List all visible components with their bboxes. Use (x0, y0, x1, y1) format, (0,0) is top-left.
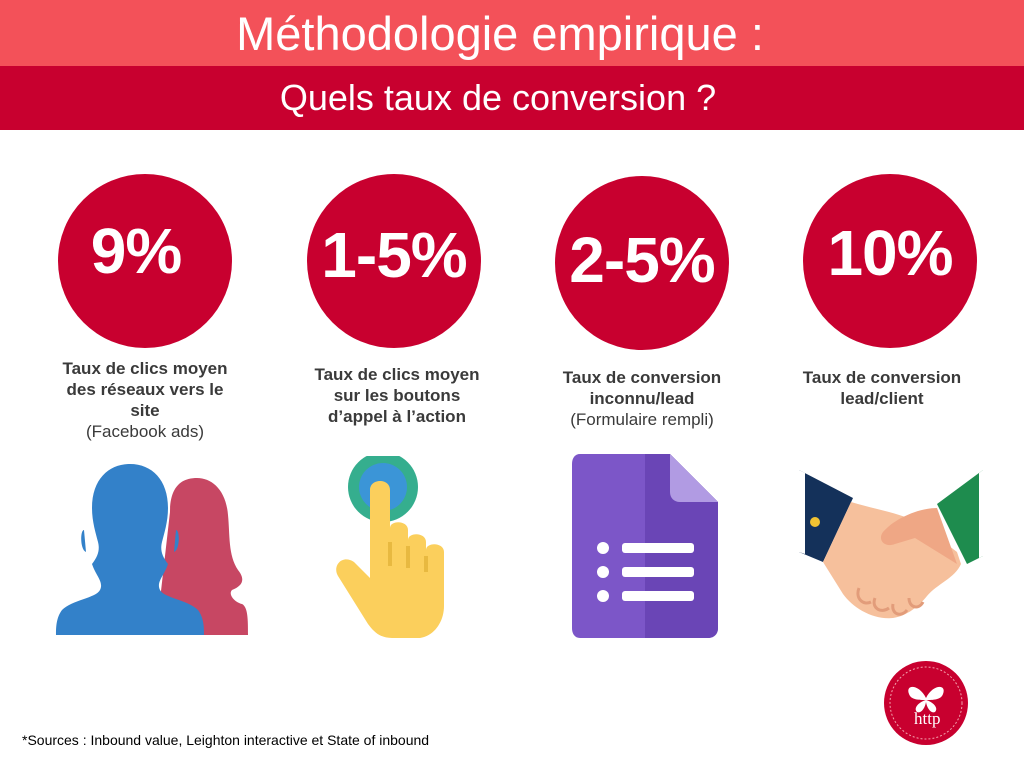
stat-caption-4: Taux de conversion lead/client (767, 367, 997, 409)
sources-footnote: *Sources : Inbound value, Leighton inter… (22, 732, 430, 748)
users-icon (56, 464, 248, 635)
stat-value-4: 10% (827, 217, 953, 289)
stat-value-1: 9% (90, 215, 182, 287)
stat-caption-text-3: Taux de conversion inconnu/lead (562, 368, 722, 408)
stat-caption-text-2: Taux de clics moyen sur les boutons d’ap… (314, 365, 480, 426)
stat-caption-text-4: Taux de conversion lead/client (802, 368, 962, 408)
stat-circle-2: 1-5% (307, 174, 481, 348)
handshake-icon (799, 470, 983, 619)
form-document-icon (572, 454, 718, 638)
stat-detail-1: (Facebook ads) (85, 422, 205, 441)
stat-caption-1: Taux de clics moyen des réseaux vers le … (30, 358, 260, 442)
stat-value-2: 1-5% (321, 219, 467, 291)
stat-caption-2: Taux de clics moyen sur les boutons d’ap… (282, 364, 512, 427)
stat-circle-4: 10% (803, 174, 977, 348)
stat-circle-3: 2-5% (555, 176, 729, 350)
logo-text: http (914, 709, 941, 728)
subheader-band (0, 66, 1024, 130)
stat-value-3: 2-5% (569, 224, 715, 296)
stat-circle-1: 9% (58, 174, 232, 348)
header-band (0, 0, 1024, 66)
page-subtitle: Quels taux de conversion ? (279, 77, 717, 118)
page-title: Méthodologie empirique : (236, 7, 764, 60)
stat-caption-3: Taux de conversion inconnu/lead (Formula… (527, 367, 757, 430)
stat-detail-3: (Formulaire rempli) (570, 410, 714, 429)
butterfly-logo-icon (884, 661, 968, 745)
tap-hand-icon (336, 456, 444, 638)
stat-caption-text-1: Taux de clics moyen des réseaux vers le … (62, 359, 228, 420)
